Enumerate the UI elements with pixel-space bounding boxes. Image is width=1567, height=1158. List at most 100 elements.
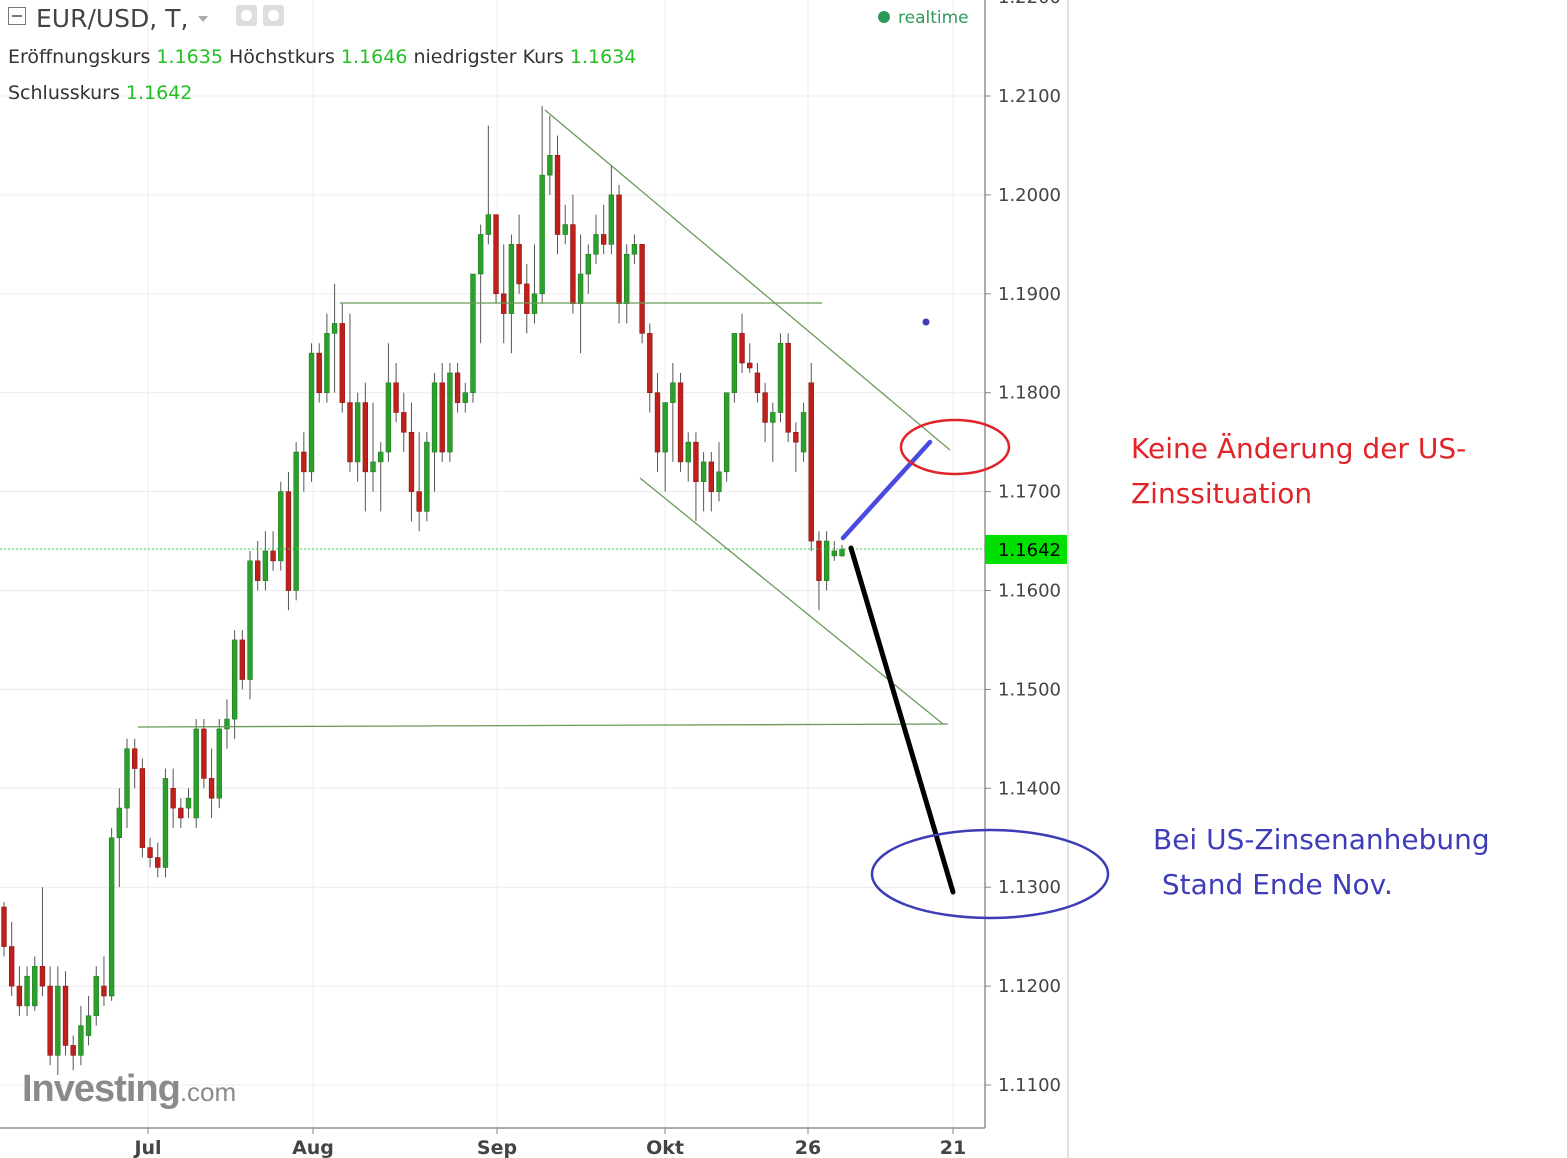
candle-body	[770, 412, 776, 423]
y-tick-label: 1.1600	[998, 581, 1061, 602]
candle-body	[39, 966, 46, 987]
candle-body	[431, 382, 438, 453]
candle-body	[800, 412, 807, 453]
candle-body	[401, 412, 407, 433]
candle-body	[85, 1015, 92, 1036]
trendlines	[137, 109, 951, 728]
candle-body	[178, 807, 184, 819]
candle-body	[554, 155, 561, 235]
channel-upper-line	[544, 109, 951, 451]
candle-body	[777, 342, 784, 413]
candle-body	[662, 402, 668, 453]
candle-body	[93, 975, 99, 1017]
up-arrow-line	[840, 439, 933, 541]
close-label: Schlusskurs	[8, 82, 120, 104]
x-tick-label: Jul	[132, 1137, 161, 1158]
candle-body	[754, 372, 761, 394]
x-tick-label: Aug	[292, 1137, 334, 1158]
candles	[1, 105, 845, 1076]
candle-body	[339, 323, 345, 403]
eye-icon[interactable]	[236, 5, 258, 26]
candle-body	[454, 372, 461, 403]
y-tick-label: 1.2000	[998, 185, 1061, 206]
candle-body	[516, 244, 522, 285]
candle-body	[501, 293, 507, 314]
gear-icon[interactable]	[263, 5, 285, 26]
candle-body	[393, 382, 399, 413]
candle-body	[616, 194, 622, 304]
candle-body	[747, 362, 753, 369]
candle-body	[47, 985, 53, 1056]
red-target-circle	[899, 418, 1011, 476]
realtime-dot-icon	[878, 11, 890, 23]
y-axis: 1.1100 1.1200 1.1300 1.1400 1.1500 1.1600 1.17…	[0, 0, 1069, 1158]
candle-body	[378, 451, 384, 463]
low-value: 1.1634	[569, 46, 637, 68]
close-row: Schlusskurs 1.1642	[8, 82, 192, 104]
annotation-no-change: Keine Änderung der US- Zinssituation	[1131, 432, 1467, 510]
candle-body	[224, 718, 230, 730]
blue-dot	[922, 318, 930, 326]
candle-body	[239, 639, 246, 680]
candle-body	[193, 728, 199, 819]
candle-body	[577, 273, 584, 304]
candle-body	[301, 451, 307, 473]
candle-body	[162, 778, 169, 868]
candle-body	[731, 333, 738, 393]
candle-body	[562, 224, 568, 235]
y-tick-label: 1.1700	[998, 482, 1061, 503]
open-value: 1.1635	[156, 46, 223, 68]
symbol-header: EUR/USD, T,	[8, 4, 285, 33]
candle-body	[762, 392, 768, 423]
low-label: niedrigster Kurs	[413, 46, 564, 68]
open-label: Eröffnungskurs	[8, 46, 151, 68]
x-tick-label: 21	[940, 1137, 966, 1158]
logo-brand: Investing	[22, 1068, 181, 1110]
candle-body	[70, 1045, 76, 1056]
candle-body	[485, 214, 492, 235]
candle-body	[447, 372, 453, 453]
candle-body	[132, 748, 138, 769]
candle-body	[823, 540, 830, 581]
candle-body	[831, 550, 837, 557]
candle-body	[78, 1025, 84, 1056]
candle-body	[531, 293, 538, 314]
candle-body	[32, 966, 38, 1007]
candle-body	[270, 550, 276, 562]
candle-body	[608, 194, 615, 245]
candle-body	[231, 639, 238, 720]
candle-body	[677, 382, 684, 463]
candle-body	[639, 244, 645, 334]
close-value: 1.1642	[125, 82, 193, 104]
candle-body	[155, 857, 161, 868]
y-tick-label: 1.1500	[998, 679, 1061, 700]
candle-body	[139, 768, 146, 848]
last-price-label: 1.1642	[998, 540, 1061, 561]
candle-body	[370, 461, 376, 473]
candle-body	[624, 253, 630, 304]
candle-body	[9, 946, 15, 987]
chevron-down-icon[interactable]	[198, 16, 209, 22]
y-tick-label: 1.1400	[998, 778, 1061, 799]
high-value: 1.1646	[340, 46, 408, 68]
y-tick-label: 1.1100	[998, 1075, 1061, 1096]
candle-body	[493, 214, 499, 295]
candle-body	[385, 382, 392, 453]
candle-body	[693, 441, 699, 483]
candle-body	[700, 461, 707, 483]
candle-body	[331, 323, 338, 334]
high-label: Höchstkurs	[228, 46, 335, 68]
candle-body	[354, 402, 361, 463]
annotation-rate-hike: Bei US-Zinsenanhebung Stand Ende Nov.	[1153, 823, 1490, 901]
y-tick-label: 1.1800	[998, 383, 1061, 404]
y-tick-label: 1.1300	[998, 877, 1061, 898]
y-tick-label: 1.2200	[998, 0, 1061, 8]
candle-body	[201, 728, 207, 779]
candle-body	[24, 975, 30, 1007]
symbol-title: EUR/USD, T,	[36, 4, 189, 33]
collapse-icon[interactable]	[8, 7, 26, 25]
candle-body	[424, 441, 430, 512]
candle-body	[101, 985, 107, 997]
candle-body	[285, 491, 292, 591]
